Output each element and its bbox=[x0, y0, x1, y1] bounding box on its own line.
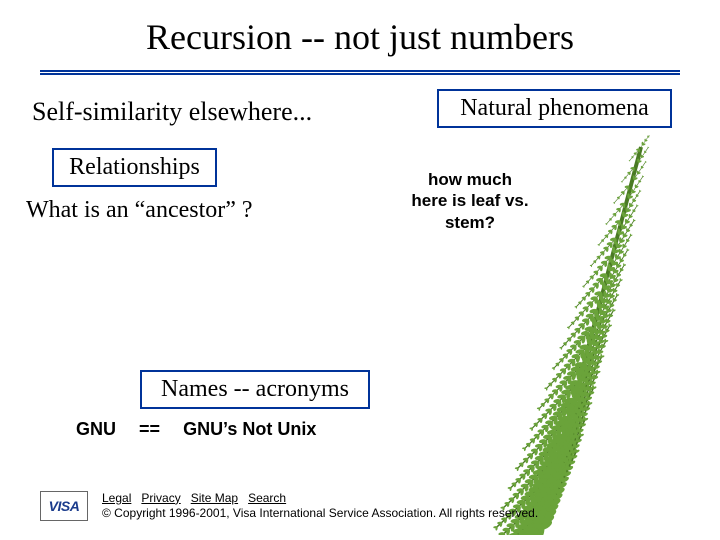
box-natural-phenomena: Natural phenomena bbox=[437, 89, 672, 128]
ancestor-question: What is an “ancestor” ? bbox=[26, 197, 253, 224]
gnu-equals: == bbox=[139, 419, 160, 439]
box-relationships: Relationships bbox=[52, 148, 217, 187]
footer-link[interactable]: Site Map bbox=[191, 491, 238, 505]
footer-links: Legal Privacy Site Map Search bbox=[102, 491, 538, 507]
gnu-right: GNU’s Not Unix bbox=[183, 419, 316, 439]
title-underline bbox=[40, 70, 680, 75]
visa-card-icon: VISA bbox=[40, 491, 88, 521]
subtitle-text: Self-similarity elsewhere... bbox=[32, 97, 312, 127]
footer-link[interactable]: Legal bbox=[102, 491, 131, 505]
footer-copyright: © Copyright 1996-2001, Visa Internationa… bbox=[102, 506, 538, 522]
gnu-acronym-row: GNU == GNU’s Not Unix bbox=[76, 419, 316, 440]
footer-text-block: Legal Privacy Site Map Search © Copyright 1… bbox=[102, 491, 538, 522]
footer-link[interactable]: Privacy bbox=[141, 491, 180, 505]
footer: VISA Legal Privacy Site Map Search © Copyri… bbox=[40, 491, 538, 522]
footer-link[interactable]: Search bbox=[248, 491, 286, 505]
gnu-left: GNU bbox=[76, 419, 116, 439]
box-names-acronyms: Names -- acronyms bbox=[140, 370, 370, 409]
fern-illustration bbox=[446, 135, 706, 535]
slide-title: Recursion -- not just numbers bbox=[0, 0, 720, 66]
visa-logo-text: VISA bbox=[49, 498, 80, 514]
